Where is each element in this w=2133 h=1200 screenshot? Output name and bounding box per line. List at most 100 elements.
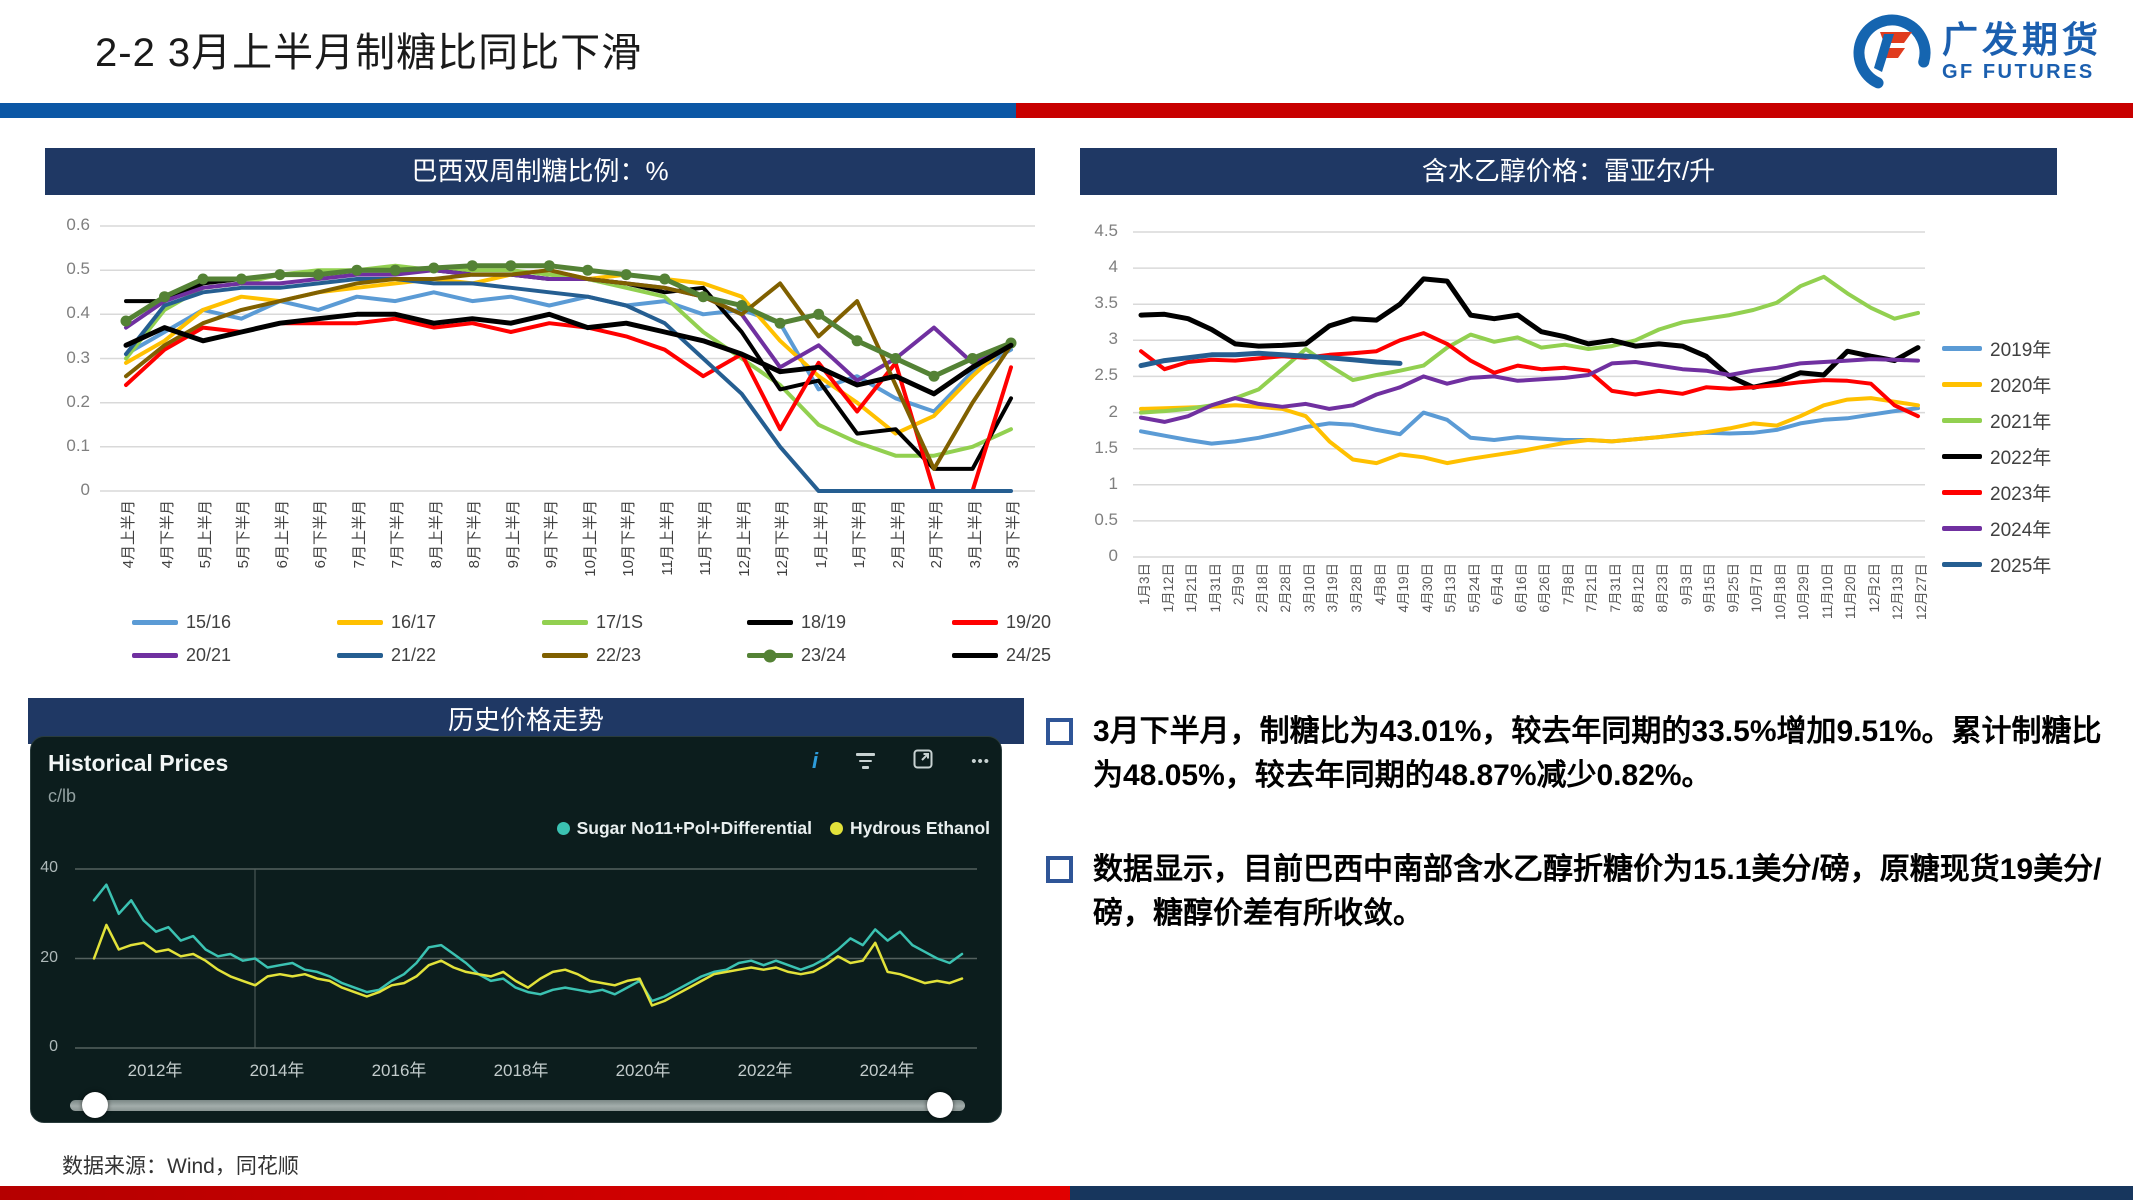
footer-navy-segment (1070, 1186, 2133, 1200)
x-tick-label: 2020年 (615, 1061, 671, 1080)
divider-red-segment (1016, 103, 2133, 118)
x-tick-label: 11月10日 (1819, 563, 1835, 620)
x-tick-label: 4月下半月 (158, 500, 176, 569)
x-tick-label: 4月19日 (1396, 563, 1411, 613)
y-tick-label: 1 (1108, 474, 1118, 493)
y-tick-label: 0 (80, 480, 90, 499)
x-tick-label: 2月18日 (1254, 563, 1270, 613)
x-tick-label: 7月上半月 (350, 500, 368, 569)
x-tick-label: 7月8日 (1560, 563, 1576, 606)
logo: 广发期货 GF FUTURES (1850, 10, 2102, 94)
x-tick-label: 8月下半月 (466, 500, 484, 569)
y-tick-label: 40 (40, 859, 58, 876)
scrollbar-left-handle[interactable] (82, 1092, 108, 1118)
y-tick-label: 0 (49, 1038, 58, 1055)
y-tick-label: 0.2 (66, 392, 90, 411)
x-tick-label: 11月下半月 (697, 500, 715, 576)
legend-item: 20/21 (132, 639, 337, 672)
legend-label: 2025年 (1990, 555, 2052, 577)
x-tick-label: 12月上半月 (735, 500, 753, 577)
legend-item: 2022年 (1942, 438, 2051, 474)
legend-item: 2020年 (1942, 366, 2051, 402)
widget-unit-label: c/lb (48, 786, 77, 806)
legend-label: 2020年 (1990, 375, 2052, 397)
legend-item: 2024年 (1942, 510, 2051, 546)
footer-red-segment (0, 1186, 1070, 1200)
ethanol-price-chart-title: 含水乙醇价格：雷亚尔/升 (1080, 148, 2057, 195)
legend-label: Hydrous Ethanol (849, 818, 990, 838)
legend-item: 16/17 (337, 606, 542, 639)
ethanol-chart-y-axis: 4.5 4 3.5 3 2.5 2 1.5 1 0.5 0 (1058, 0, 1118, 700)
legend-item: 18/19 (747, 606, 952, 639)
x-tick-label: 6月4日 (1490, 563, 1506, 606)
y-tick-label: 2 (1108, 402, 1118, 421)
x-tick-label: 2014年 (249, 1061, 305, 1080)
x-tick-label: 2月上半月 (889, 500, 907, 569)
x-tick-label: 2018年 (493, 1061, 549, 1080)
legend-label: 18/19 (801, 612, 847, 632)
legend-label: 23/24 (801, 645, 847, 665)
bullet-text-2: 数据显示，目前巴西中南部含水乙醇折糖价为15.1美分/磅，原糖现货19美分/磅，… (1093, 853, 2102, 930)
x-tick-label: 1月下半月 (851, 500, 869, 569)
x-tick-label: 3月下半月 (1005, 500, 1022, 569)
legend-item: 23/24 (747, 639, 952, 672)
filter-icon[interactable] (856, 753, 876, 769)
y-tick-label: 2.5 (1094, 365, 1118, 384)
x-tick-label: 1月21日 (1184, 563, 1200, 613)
x-tick-label: 3月19日 (1325, 563, 1341, 613)
legend-item: 24/25 (952, 639, 1157, 672)
x-tick-label: 9月上半月 (504, 500, 522, 569)
historical-chart-y-axis: 40 20 0 (16, 0, 58, 1200)
x-tick-label: 8月上半月 (427, 500, 445, 569)
x-tick-label: 9月下半月 (543, 500, 561, 569)
legend-label: 17/1S (596, 612, 644, 632)
ethanol-price-chart (1133, 231, 1925, 558)
legend-label: 19/20 (1006, 612, 1052, 632)
expand-icon[interactable] (913, 749, 933, 774)
legend-item: Sugar No11+Pol+Differential (556, 818, 812, 839)
legend-item: Hydrous Ethanol (829, 818, 990, 839)
x-tick-label: 9月15日 (1702, 563, 1718, 613)
x-tick-label: 9月3日 (1678, 563, 1694, 606)
legend-label: 16/17 (391, 612, 437, 632)
y-tick-label: 4 (1108, 257, 1118, 276)
x-tick-label: 4月上半月 (120, 500, 137, 569)
x-tick-label: 2月9日 (1231, 563, 1247, 606)
legend-item: 2021年 (1942, 402, 2051, 438)
y-tick-label: 0.5 (1094, 510, 1118, 529)
y-tick-label: 0.1 (66, 436, 90, 455)
footer-divider (0, 1186, 2133, 1200)
x-tick-label: 1月12日 (1160, 563, 1176, 613)
x-tick-label: 3月上半月 (966, 500, 984, 569)
x-tick-label: 12月2日 (1866, 563, 1882, 613)
x-tick-label: 2024年 (859, 1061, 915, 1080)
legend-label: 21/22 (391, 645, 437, 665)
info-icon[interactable]: i (812, 748, 819, 773)
scrollbar-track[interactable] (70, 1100, 965, 1111)
x-tick-label: 5月24日 (1466, 563, 1482, 613)
x-tick-label: 5月上半月 (197, 500, 214, 569)
legend-label: Sugar No11+Pol+Differential (576, 818, 812, 838)
legend-dot-icon (556, 822, 570, 835)
legend-label: 15/16 (186, 612, 232, 632)
x-tick-label: 3月28日 (1348, 563, 1364, 613)
gf-futures-logo-icon (1853, 14, 1931, 92)
x-tick-label: 5月下半月 (235, 500, 253, 569)
x-tick-label: 7月21日 (1584, 563, 1600, 613)
bullet-text-1: 3月下半月，制糖比为43.01%，较去年同期的33.5%增加9.51%。累计制糖… (1093, 715, 2102, 792)
x-tick-label: 2016年 (371, 1061, 427, 1080)
x-tick-label: 11月20日 (1843, 563, 1859, 620)
legend-label: 24/25 (1006, 645, 1052, 665)
widget-toolbar: i ••• (812, 746, 990, 776)
x-tick-label: 2月下半月 (928, 500, 946, 569)
y-tick-label: 0.5 (66, 259, 90, 278)
x-tick-label: 11月上半月 (658, 500, 676, 576)
x-tick-label: 7月31日 (1607, 563, 1623, 613)
more-options-icon[interactable]: ••• (971, 752, 990, 770)
historical-prices-chart (75, 868, 977, 1049)
y-tick-label: 3 (1108, 329, 1118, 348)
brazil-sugar-mix-chart-title: 巴西双周制糖比例：% (45, 148, 1035, 195)
time-range-scrollbar[interactable] (70, 1092, 965, 1118)
scrollbar-right-handle[interactable] (927, 1092, 953, 1118)
